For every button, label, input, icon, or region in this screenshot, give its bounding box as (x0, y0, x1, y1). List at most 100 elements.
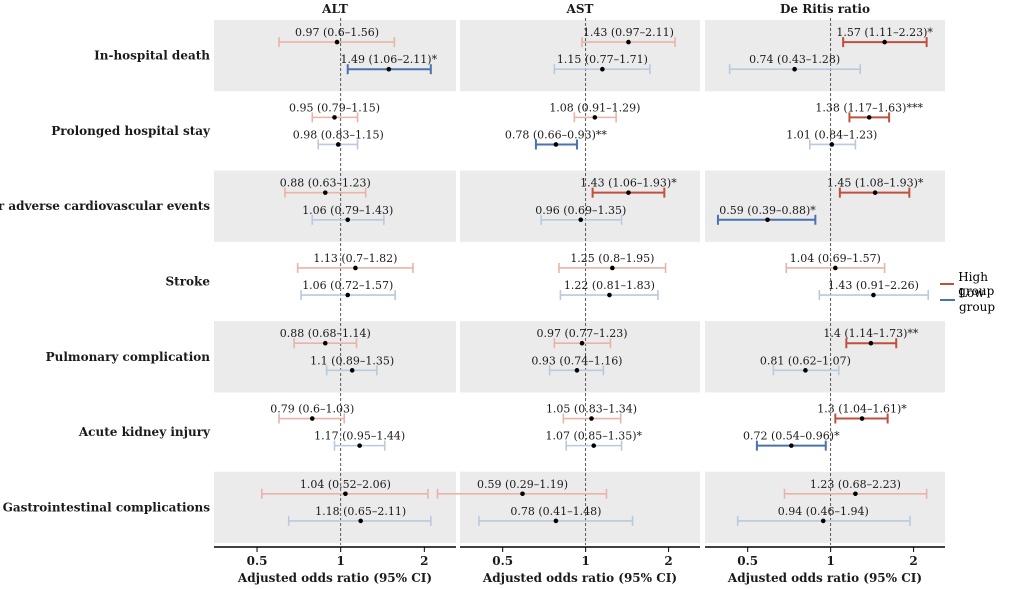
data-label: 0.79 (0.6–1.03) (270, 403, 354, 416)
data-label: 1.38 (1.17–1.63)*** (815, 101, 923, 114)
outcome-label: Acute kidney injury (78, 425, 211, 439)
data-label: 1.3 (1.04–1.61)* (817, 403, 907, 416)
legend-swatch-high (940, 283, 955, 285)
point-estimate (859, 416, 865, 421)
row-band (214, 170, 456, 242)
data-label: 1.49 (1.06–2.11)* (341, 53, 438, 66)
data-label: 0.59 (0.29–1.19) (477, 478, 568, 491)
data-label: 1.43 (1.06–1.93)* (580, 177, 677, 190)
data-label: 1.01 (0.84–1.23) (786, 128, 877, 141)
row-band (705, 170, 945, 242)
data-label: 1.45 (1.08–1.93)* (827, 177, 924, 190)
data-label: 1.18 (0.65–2.11) (315, 505, 406, 518)
point-estimate (591, 443, 597, 448)
point-estimate (345, 292, 351, 298)
panel-title: AST (566, 2, 594, 16)
point-estimate (574, 368, 580, 373)
data-label: 1.04 (0.52–2.06) (300, 478, 391, 491)
row-band (460, 471, 700, 543)
point-estimate (610, 265, 615, 271)
x-tick-label: 0.5 (247, 554, 268, 568)
outcome-label: Gastrointestinal complications (3, 500, 211, 514)
point-estimate (872, 190, 878, 195)
outcome-label: Pulmonary complication (46, 350, 211, 364)
point-estimate (358, 518, 363, 524)
row-band (460, 321, 700, 393)
point-estimate (882, 39, 887, 45)
point-estimate (322, 190, 328, 195)
x-tick-label: 1 (581, 554, 589, 568)
data-label: 1.22 (0.81–1.83) (564, 279, 655, 292)
data-label: 0.97 (0.6–1.56) (295, 26, 379, 39)
x-tick-label: 1 (337, 554, 345, 568)
outcome-label: Prolonged hospital stay (51, 124, 211, 138)
legend-swatch-low (940, 299, 955, 301)
data-label: 0.98 (0.83–1.15) (293, 128, 384, 141)
data-label: 0.96 (0.69–1.35) (535, 204, 626, 217)
row-band (460, 20, 700, 92)
data-label: 0.78 (0.41–1.48) (510, 505, 601, 518)
point-estimate (868, 340, 874, 346)
row-band (214, 471, 456, 543)
x-axis-label: Adjusted odds ratio (95% CI) (482, 571, 677, 585)
data-label: 1.06 (0.72–1.57) (302, 279, 393, 292)
data-label: 1.15 (0.77–1.71) (557, 53, 648, 66)
row-band (705, 20, 945, 92)
data-label: 0.94 (0.46–1.94) (778, 505, 869, 518)
point-estimate (520, 491, 525, 497)
row-band (460, 170, 700, 242)
point-estimate (322, 340, 328, 346)
point-estimate (607, 292, 612, 298)
data-label: 0.81 (0.62–1.07) (760, 354, 851, 367)
x-tick-label: 1 (826, 554, 834, 568)
data-label: 1.07 (0.85–1.35)* (545, 430, 642, 443)
point-estimate (829, 142, 835, 147)
legend: High group Low group (940, 270, 1020, 314)
point-estimate (349, 368, 355, 373)
point-estimate (335, 142, 341, 147)
x-axis-label: Adjusted odds ratio (95% CI) (237, 571, 432, 585)
x-tick-label: 2 (909, 554, 917, 568)
data-label: 1.4 (1.14–1.73)** (823, 327, 919, 340)
data-label: 0.78 (0.66–0.93)** (505, 128, 608, 141)
data-label: 0.88 (0.63–1.23) (280, 177, 371, 190)
x-axis-label: Adjusted odds ratio (95% CI) (727, 571, 922, 585)
point-estimate (386, 66, 392, 72)
point-estimate (589, 416, 594, 421)
point-estimate (853, 491, 858, 497)
point-estimate (592, 115, 598, 120)
point-estimate (579, 340, 585, 346)
data-label: 1.04 (0.69–1.57) (790, 252, 881, 265)
data-label: 0.59 (0.39–0.88)* (719, 204, 816, 217)
panel-title: De Ritis ratio (780, 2, 870, 16)
point-estimate (345, 217, 351, 223)
data-label: 1.08 (0.91–1.29) (549, 101, 640, 114)
data-label: 1.23 (0.68–2.23) (810, 478, 901, 491)
point-estimate (765, 217, 770, 223)
data-label: 1.06 (0.79–1.43) (302, 204, 393, 217)
data-label: 0.95 (0.79–1.15) (289, 101, 380, 114)
point-estimate (343, 491, 348, 497)
point-estimate (803, 368, 808, 373)
data-label: 0.93 (0.74–1.16) (531, 354, 622, 367)
legend-label-high: High group (958, 270, 995, 298)
data-label: 0.74 (0.43–1.28) (749, 53, 840, 66)
point-estimate (789, 443, 794, 448)
data-label: 1.17 (0.95–1.44) (314, 430, 405, 443)
data-label: 0.88 (0.68–1.14) (280, 327, 371, 340)
data-label: 1.05 (0.83–1.34) (546, 403, 637, 416)
legend-label-low: Low group (958, 286, 996, 314)
x-tick-label: 0.5 (737, 554, 758, 568)
point-estimate (600, 66, 605, 72)
data-label: 1.13 (0.7–1.82) (313, 252, 397, 265)
point-estimate (866, 115, 872, 120)
data-label: 1.43 (0.97–2.11) (583, 26, 674, 39)
data-label: 1.57 (1.11–2.23)* (836, 26, 933, 39)
outcome-label: Major adverse cardiovascular events (0, 199, 210, 213)
point-estimate (833, 265, 838, 271)
outcome-label: In-hospital death (94, 49, 210, 63)
point-estimate (820, 518, 826, 524)
data-label: 1.43 (0.91–2.26) (828, 279, 919, 292)
data-label: 0.72 (0.54–0.96)* (743, 430, 840, 443)
